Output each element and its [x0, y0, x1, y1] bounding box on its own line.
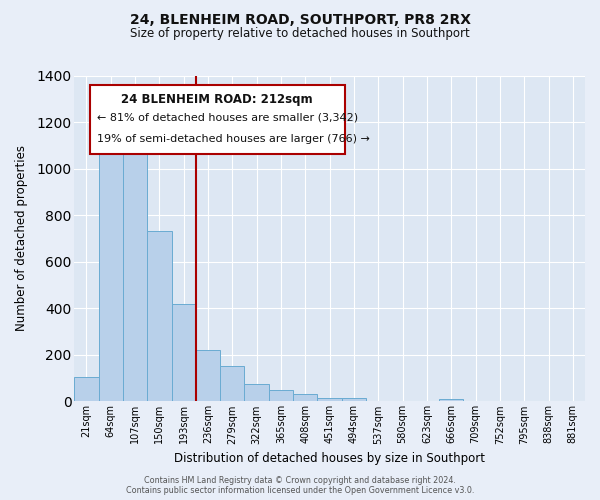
Text: Contains HM Land Registry data © Crown copyright and database right 2024.: Contains HM Land Registry data © Crown c…: [144, 476, 456, 485]
Text: 24, BLENHEIM ROAD, SOUTHPORT, PR8 2RX: 24, BLENHEIM ROAD, SOUTHPORT, PR8 2RX: [130, 12, 470, 26]
Text: Contains public sector information licensed under the Open Government Licence v3: Contains public sector information licen…: [126, 486, 474, 495]
Bar: [244, 384, 269, 402]
Bar: [74, 377, 98, 402]
Bar: [293, 394, 317, 402]
Bar: [98, 132, 123, 402]
Text: Size of property relative to detached houses in Southport: Size of property relative to detached ho…: [130, 28, 470, 40]
Text: 24 BLENHEIM ROAD: 212sqm: 24 BLENHEIM ROAD: 212sqm: [121, 94, 313, 106]
Bar: [269, 390, 293, 402]
Bar: [220, 366, 244, 402]
Bar: [172, 304, 196, 402]
Bar: [439, 399, 463, 402]
Bar: [317, 398, 342, 402]
Text: 19% of semi-detached houses are larger (766) →: 19% of semi-detached houses are larger (…: [97, 134, 370, 143]
Text: ← 81% of detached houses are smaller (3,342): ← 81% of detached houses are smaller (3,…: [97, 113, 358, 123]
Y-axis label: Number of detached properties: Number of detached properties: [15, 146, 28, 332]
Bar: [123, 132, 147, 402]
Bar: [147, 232, 172, 402]
Bar: [196, 350, 220, 402]
Bar: [342, 398, 366, 402]
X-axis label: Distribution of detached houses by size in Southport: Distribution of detached houses by size …: [174, 452, 485, 465]
FancyBboxPatch shape: [89, 86, 345, 154]
